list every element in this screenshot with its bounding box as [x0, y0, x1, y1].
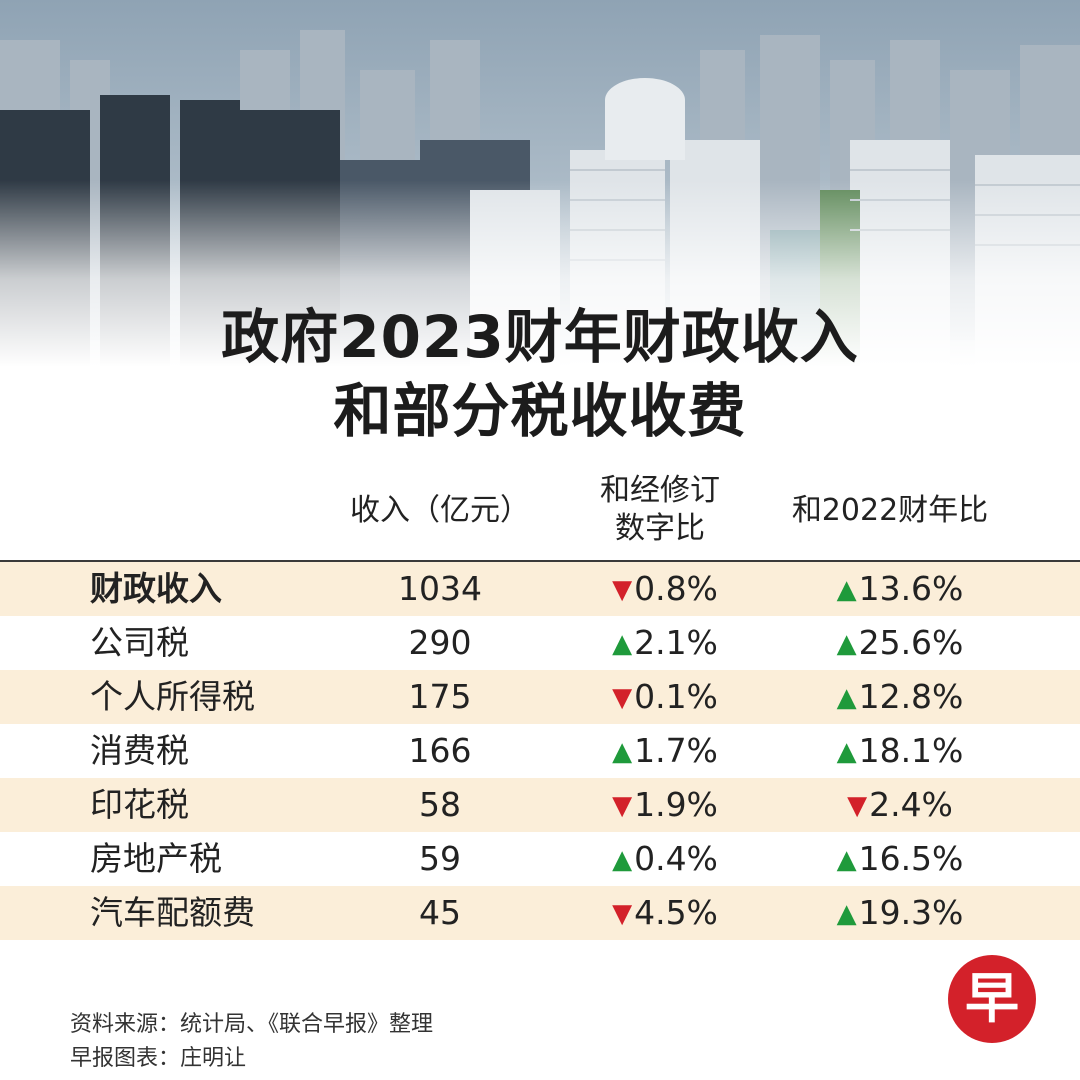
source-line-1: 资料来源：统计局、《联合早报》整理: [70, 1012, 434, 1037]
change-vs-2022: ▲13.6%: [800, 562, 1000, 616]
revenue-value: 45: [419, 893, 461, 932]
revenue-value: 59: [419, 839, 461, 878]
photo-fade-overlay: [0, 180, 1080, 400]
revenue-value: 1034: [398, 569, 482, 608]
change-value: 2.4%: [869, 785, 953, 824]
down-triangle-icon: ▼: [612, 791, 633, 821]
column-header-vs-revised-line-2: 数字比: [615, 511, 705, 546]
table-row: 印花税 58 ▼1.9% ▼2.4%: [0, 778, 1080, 832]
change-value: 2.1%: [634, 623, 718, 662]
data-table: 财政收入 1034 ▼0.8% ▲13.6% 公司税 290 ▲2.1% ▲25.6% 个人所得…: [0, 562, 1080, 940]
table-row: 个人所得税 175 ▼0.1% ▲12.8%: [0, 670, 1080, 724]
change-vs-revised: ▼0.1%: [580, 670, 750, 724]
change-vs-revised: ▲0.4%: [580, 832, 750, 886]
row-label: 汽车配额费: [90, 893, 255, 932]
revenue-value: 166: [408, 731, 472, 770]
title-line-2: 和部分税收收费: [333, 377, 747, 445]
header-divider: [0, 560, 1080, 562]
change-value: 25.6%: [858, 623, 964, 662]
change-value: 18.1%: [858, 731, 964, 770]
change-vs-2022: ▲12.8%: [800, 670, 1000, 724]
up-triangle-icon: ▲: [836, 899, 857, 929]
change-vs-2022: ▼2.4%: [800, 778, 1000, 832]
change-value: 0.4%: [634, 839, 718, 878]
table-row: 房地产税 59 ▲0.4% ▲16.5%: [0, 832, 1080, 886]
column-header-vs-revised-line-1: 和经修订: [600, 473, 720, 508]
chart-title: 政府2023财年财政收入 和部分税收收费: [0, 300, 1080, 448]
zaobao-logo: 早: [948, 955, 1036, 1043]
source-line-2: 早报图表：庄明让: [70, 1046, 247, 1071]
change-value: 1.7%: [634, 731, 718, 770]
change-value: 1.9%: [634, 785, 718, 824]
change-vs-revised: ▼0.8%: [580, 562, 750, 616]
table-row: 汽车配额费 45 ▼4.5% ▲19.3%: [0, 886, 1080, 940]
change-value: 19.3%: [858, 893, 964, 932]
change-vs-revised: ▼4.5%: [580, 886, 750, 940]
title-line-1: 政府2023财年财政收入: [221, 303, 859, 371]
table-row: 财政收入 1034 ▼0.8% ▲13.6%: [0, 562, 1080, 616]
table-row: 公司税 290 ▲2.1% ▲25.6%: [0, 616, 1080, 670]
change-vs-2022: ▲25.6%: [800, 616, 1000, 670]
up-triangle-icon: ▲: [612, 845, 633, 875]
up-triangle-icon: ▲: [836, 683, 857, 713]
down-triangle-icon: ▼: [612, 899, 633, 929]
row-label: 房地产税: [90, 839, 222, 878]
source-note: 资料来源：统计局、《联合早报》整理 早报图表：庄明让: [70, 1008, 433, 1076]
change-value: 0.8%: [634, 569, 718, 608]
up-triangle-icon: ▲: [612, 737, 633, 767]
change-vs-revised: ▼1.9%: [580, 778, 750, 832]
change-value: 4.5%: [634, 893, 718, 932]
column-header-vs-2022: 和2022财年比: [791, 493, 989, 528]
revenue-value: 175: [408, 677, 472, 716]
row-label: 消费税: [90, 731, 189, 770]
revenue-value: 290: [408, 623, 472, 662]
change-value: 16.5%: [858, 839, 964, 878]
up-triangle-icon: ▲: [836, 845, 857, 875]
down-triangle-icon: ▼: [612, 575, 633, 605]
down-triangle-icon: ▼: [612, 683, 633, 713]
down-triangle-icon: ▼: [847, 791, 868, 821]
table-row: 消费税 166 ▲1.7% ▲18.1%: [0, 724, 1080, 778]
up-triangle-icon: ▲: [836, 737, 857, 767]
row-label: 公司税: [90, 623, 189, 662]
change-value: 12.8%: [858, 677, 964, 716]
change-vs-revised: ▲2.1%: [580, 616, 750, 670]
change-value: 0.1%: [634, 677, 718, 716]
revenue-value: 58: [419, 785, 461, 824]
row-label: 印花税: [90, 785, 189, 824]
svg-text:早: 早: [965, 967, 1019, 1030]
up-triangle-icon: ▲: [612, 629, 633, 659]
row-label: 财政收入: [90, 569, 222, 608]
row-label: 个人所得税: [90, 677, 255, 716]
up-triangle-icon: ▲: [836, 575, 857, 605]
change-vs-2022: ▲19.3%: [800, 886, 1000, 940]
change-vs-revised: ▲1.7%: [580, 724, 750, 778]
change-vs-2022: ▲16.5%: [800, 832, 1000, 886]
column-header-revenue: 收入（亿元）: [350, 493, 530, 528]
column-header-vs-revised: 和经修订 数字比: [560, 472, 760, 548]
change-value: 13.6%: [858, 569, 964, 608]
up-triangle-icon: ▲: [836, 629, 857, 659]
change-vs-2022: ▲18.1%: [800, 724, 1000, 778]
